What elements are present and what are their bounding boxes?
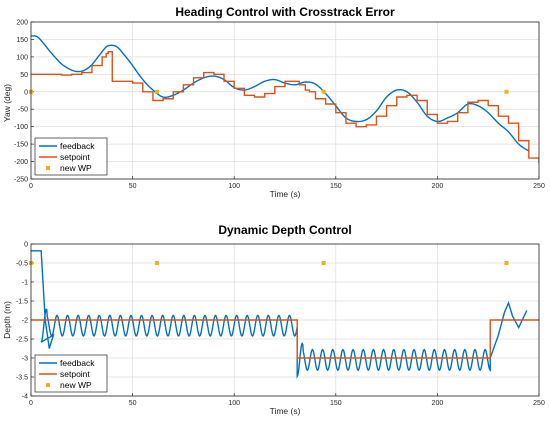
heading-plot-xlabel: Time (s) bbox=[270, 189, 301, 199]
heading-plot-ticks: 0 50 100 150 200 250 200 150 100 50 0 -50 -100 -150 -2… bbox=[14, 20, 545, 191]
y-tick-label: -0.5 bbox=[16, 261, 28, 268]
y-tick-label: 200 bbox=[16, 20, 28, 27]
depth-plot: Dynamic Depth Control Time (s) Depth (m)… bbox=[2, 223, 545, 416]
heading-plot-grid bbox=[30, 21, 540, 180]
y-tick-label: -250 bbox=[14, 177, 28, 184]
legend-label: feedback bbox=[60, 141, 95, 151]
y-tick-label: 0 bbox=[24, 242, 28, 249]
heading-plot-title: Heading Control with Crosstrack Error bbox=[175, 5, 395, 19]
depth-plot-title: Dynamic Depth Control bbox=[218, 223, 351, 237]
heading-plot-ylabel: Yaw (deg) bbox=[2, 84, 12, 122]
depth-plot-ylabel: Depth (m) bbox=[2, 301, 12, 339]
axes-frame bbox=[30, 243, 540, 397]
new-wp-marker bbox=[321, 261, 326, 265]
depth-plot-xlabel: Time (s) bbox=[270, 406, 301, 416]
y-tick-label: 50 bbox=[20, 72, 28, 79]
depth-plot-marks bbox=[29, 243, 540, 397]
x-tick-label: 100 bbox=[228, 400, 240, 407]
y-tick-label: -1 bbox=[22, 280, 28, 287]
y-tick-label: -150 bbox=[14, 142, 28, 149]
y-tick-label: -100 bbox=[14, 124, 28, 131]
legend-swatch bbox=[46, 383, 50, 387]
heading-plot-marks bbox=[29, 21, 540, 180]
x-tick-label: 150 bbox=[330, 400, 342, 407]
new-wp-marker bbox=[154, 89, 159, 94]
new-wp-marker bbox=[154, 261, 159, 265]
y-tick-label: -1.5 bbox=[16, 299, 28, 306]
plot-area bbox=[31, 22, 539, 179]
y-tick-label: -3.5 bbox=[16, 375, 28, 382]
feedback-line bbox=[31, 250, 528, 379]
legend-swatch bbox=[46, 166, 50, 170]
feedback-line bbox=[31, 35, 530, 152]
x-tick-label: 0 bbox=[29, 183, 33, 190]
y-tick-label: -200 bbox=[14, 159, 28, 166]
new-wp-marker bbox=[504, 89, 509, 94]
x-tick-label: 0 bbox=[29, 400, 33, 407]
setpoint-line bbox=[31, 50, 539, 164]
y-tick-label: -2.5 bbox=[16, 337, 28, 344]
x-tick-label: 250 bbox=[533, 183, 545, 190]
legend-label: new WP bbox=[60, 380, 92, 390]
new-wp-marker bbox=[504, 261, 509, 265]
x-tick-label: 50 bbox=[129, 183, 137, 190]
legend-label: setpoint bbox=[60, 369, 90, 379]
new-wp-marker bbox=[321, 89, 326, 94]
legend-label: new WP bbox=[60, 163, 92, 173]
y-tick-label: -50 bbox=[18, 107, 28, 114]
y-tick-label: -2 bbox=[22, 318, 28, 325]
y-tick-label: -4 bbox=[22, 394, 28, 401]
x-tick-label: 50 bbox=[129, 400, 137, 407]
x-tick-label: 250 bbox=[533, 400, 545, 407]
axes-frame bbox=[30, 21, 540, 180]
legend-label: setpoint bbox=[60, 152, 90, 162]
x-tick-label: 150 bbox=[330, 183, 342, 190]
y-tick-label: -3 bbox=[22, 356, 28, 363]
depth-plot-ticks: 0 50 100 150 200 250 0 -0.5 -1 -1.5 -2 -2.5 -3 -3.5 -4 bbox=[16, 242, 545, 408]
y-tick-label: 150 bbox=[16, 37, 28, 44]
x-tick-label: 100 bbox=[228, 183, 240, 190]
y-tick-label: 0 bbox=[24, 89, 28, 96]
y-tick-label: 100 bbox=[16, 54, 28, 61]
x-tick-label: 200 bbox=[432, 183, 444, 190]
setpoint-line bbox=[31, 319, 539, 359]
legend-label: feedback bbox=[60, 358, 95, 368]
heading-plot: Heading Control with Crosstrack Error Ti… bbox=[2, 5, 545, 199]
x-tick-label: 200 bbox=[432, 400, 444, 407]
